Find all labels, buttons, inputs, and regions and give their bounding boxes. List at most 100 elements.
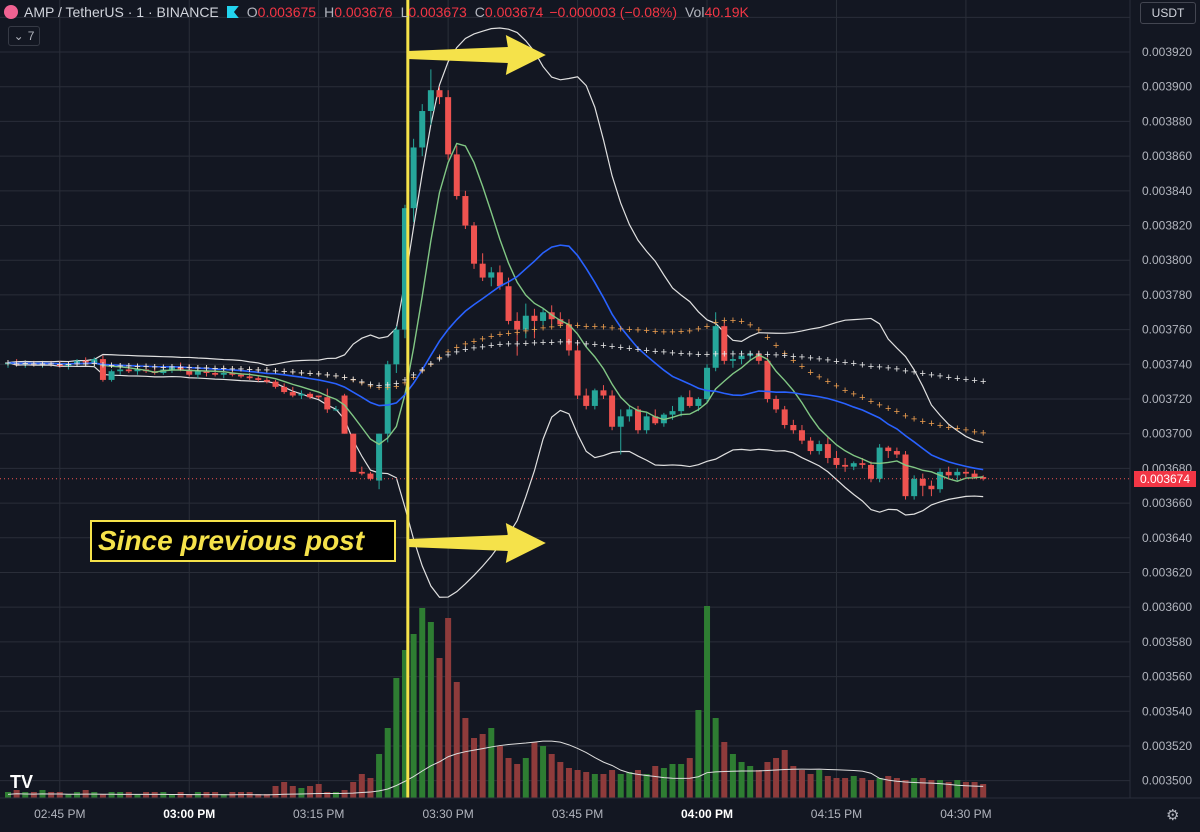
cross-orange: + — [255, 364, 261, 376]
volume-bar — [755, 770, 762, 798]
cross-white: + — [445, 350, 451, 362]
cross-orange: + — [626, 324, 632, 336]
candle-body — [945, 471, 952, 476]
volume-bar — [315, 784, 322, 798]
cross-orange: + — [160, 362, 166, 374]
candle-body — [928, 485, 935, 490]
legend-header: AMP / TetherUS · 1 · BINANCE O 0.003675 H… — [0, 0, 749, 24]
cross-white: + — [609, 341, 615, 353]
candle-body — [833, 457, 840, 465]
volume-bar — [971, 782, 978, 798]
cross-orange: + — [359, 377, 365, 389]
cross-orange: + — [928, 418, 934, 430]
candle-body — [56, 364, 63, 367]
cross-white: + — [695, 349, 701, 361]
y-tick-label: 0.003560 — [1142, 670, 1192, 684]
x-tick-label: 02:45 PM — [34, 807, 85, 821]
cross-white: + — [920, 368, 926, 380]
cross-orange: + — [781, 348, 787, 360]
cross-white: + — [341, 372, 347, 384]
volume-bar — [160, 792, 167, 798]
cross-orange: + — [100, 359, 106, 371]
candle-body — [678, 397, 685, 412]
cross-white: + — [540, 337, 546, 349]
cross-white: + — [471, 343, 477, 355]
cross-orange: + — [134, 361, 140, 373]
volume-bar — [911, 778, 918, 798]
last-price-label: 0.003674 — [1134, 470, 1196, 487]
cross-orange: + — [609, 323, 615, 335]
cross-orange: + — [678, 326, 684, 338]
candle-body — [669, 411, 676, 415]
cross-white: + — [661, 347, 667, 359]
volume-bar — [410, 634, 417, 798]
currency-selector[interactable]: USDT — [1140, 2, 1196, 24]
candle-body — [350, 433, 357, 472]
volume-bar — [540, 746, 547, 798]
cross-orange: + — [669, 326, 675, 338]
cross-white: + — [229, 363, 235, 375]
candle-body — [384, 364, 391, 434]
cross-white: + — [126, 361, 132, 373]
cross-white: + — [868, 361, 874, 373]
cross-white: + — [678, 348, 684, 360]
cross-white: + — [704, 349, 710, 361]
cross-orange: + — [583, 321, 589, 333]
ma-slow-line — [7, 244, 984, 471]
volume-bar — [833, 778, 840, 798]
volume-bar — [393, 678, 400, 798]
cross-white: + — [954, 373, 960, 385]
candle-body — [954, 471, 961, 476]
cross-white: + — [298, 367, 304, 379]
volume-bar — [22, 792, 29, 798]
volume-bar — [453, 682, 460, 798]
cross-orange: + — [212, 363, 218, 375]
y-tick-label: 0.003620 — [1142, 565, 1192, 579]
cross-orange: + — [91, 358, 97, 370]
gear-icon[interactable]: ⚙ — [1166, 807, 1180, 824]
volume-bar — [729, 754, 736, 798]
cross-white: + — [669, 347, 675, 359]
volume-bar — [384, 728, 391, 798]
cross-orange: + — [730, 315, 736, 327]
volume-bar — [816, 770, 823, 798]
volume-bar — [565, 768, 572, 798]
volume-bar — [876, 778, 883, 798]
cross-orange: + — [557, 320, 563, 332]
cross-white: + — [911, 367, 917, 379]
cross-orange: + — [393, 381, 399, 393]
y-tick-label: 0.003660 — [1142, 496, 1192, 510]
cross-white: + — [488, 340, 494, 352]
candle-body — [453, 154, 460, 197]
candle-body — [643, 416, 650, 431]
cross-white: + — [764, 349, 770, 361]
candle-body — [263, 379, 270, 382]
candle-body — [479, 263, 486, 278]
cross-orange: + — [462, 339, 468, 351]
volume-bar — [462, 718, 469, 798]
candle-body — [850, 463, 857, 467]
candle-body — [436, 90, 443, 98]
cross-white: + — [963, 374, 969, 386]
cross-orange: + — [22, 358, 28, 370]
cross-white: + — [324, 370, 330, 382]
y-tick-label: 0.003840 — [1142, 184, 1192, 198]
candle-body — [393, 329, 400, 365]
cross-white: + — [816, 354, 822, 366]
tradingview-logo-icon[interactable]: TV — [10, 772, 34, 792]
cross-orange: + — [574, 320, 580, 332]
price-axis-bg — [1130, 0, 1200, 832]
volume-bar — [721, 742, 728, 798]
collapse-indicators-button[interactable]: ⌄ 7 — [8, 26, 40, 46]
symbol-title[interactable]: AMP / TetherUS · 1 · BINANCE — [24, 4, 219, 20]
volume-bar — [954, 780, 961, 798]
bb-upper-line — [7, 27, 984, 444]
candle-body — [626, 409, 633, 417]
volume-bar — [773, 758, 780, 798]
x-tick-label: 03:45 PM — [552, 807, 603, 821]
cross-orange: + — [868, 396, 874, 408]
cross-orange: + — [229, 363, 235, 375]
cross-white: + — [186, 362, 192, 374]
cross-white: + — [730, 349, 736, 361]
